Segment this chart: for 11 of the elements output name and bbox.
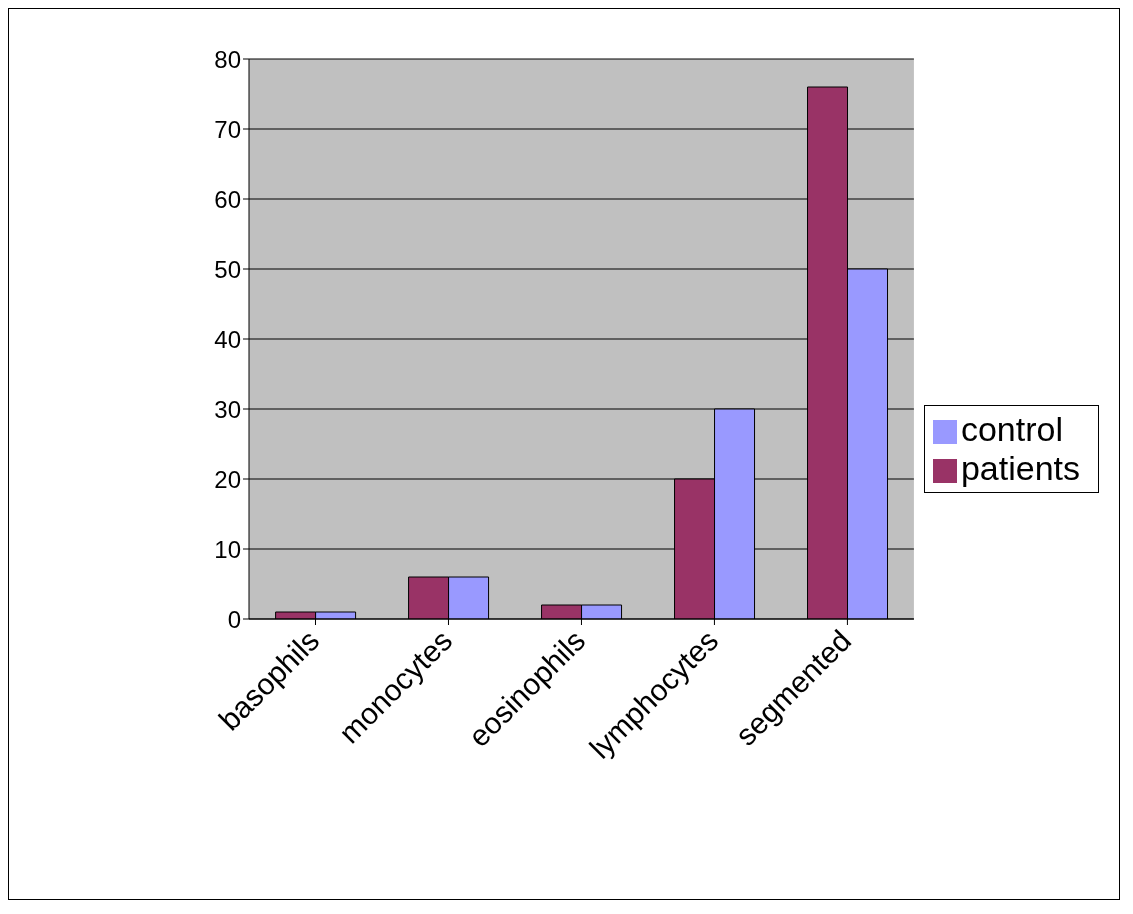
y-tick-label: 50 (214, 255, 241, 283)
legend-label: control (960, 410, 1063, 448)
y-tick-label: 70 (214, 115, 241, 143)
y-tick-label: 20 (214, 465, 241, 493)
legend-label: patients (960, 449, 1080, 487)
y-tick-label: 0 (227, 605, 241, 633)
y-tick-label: 40 (214, 325, 241, 353)
y-tick-label: 80 (214, 45, 241, 73)
y-tick-label: 60 (214, 185, 241, 213)
y-tick-label: 10 (214, 535, 241, 563)
y-tick-label: 30 (214, 395, 241, 423)
